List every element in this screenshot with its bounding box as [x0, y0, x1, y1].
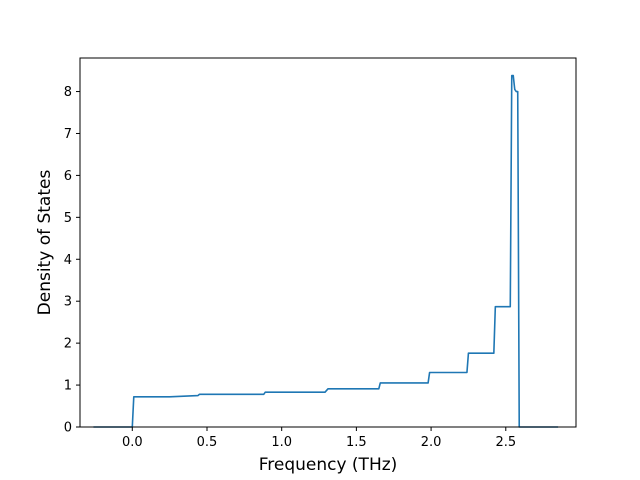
- y-tick-label: 4: [64, 253, 72, 268]
- x-tick-label: 2.5: [495, 435, 516, 450]
- y-tick-label: 3: [64, 295, 72, 310]
- x-axis-ticks: 0.0 0.5 1.0 1.5 2.0 2.5: [122, 427, 516, 450]
- y-tick-label: 2: [64, 337, 72, 352]
- x-tick-label: 1.0: [271, 435, 292, 450]
- y-tick-label: 5: [64, 211, 72, 226]
- y-tick-label: 1: [64, 379, 72, 394]
- x-tick-label: 0.5: [197, 435, 218, 450]
- x-tick-label: 1.5: [346, 435, 367, 450]
- y-tick-label: 7: [64, 127, 72, 142]
- x-tick-label: 0.0: [122, 435, 143, 450]
- plot-layer: [93, 74, 559, 428]
- axes-frame: [79, 57, 577, 428]
- y-axis-label: Density of States: [35, 170, 55, 316]
- y-tick-label: 6: [64, 169, 72, 184]
- y-axis-ticks: 0 1 2 3 4 5 6 7 8: [64, 85, 80, 436]
- dos-series-line-0: [93, 74, 559, 428]
- y-tick-label: 0: [64, 421, 72, 436]
- y-tick-label: 8: [64, 85, 72, 100]
- x-axis-label: Frequency (THz): [259, 455, 398, 475]
- x-tick-label: 2.0: [421, 435, 442, 450]
